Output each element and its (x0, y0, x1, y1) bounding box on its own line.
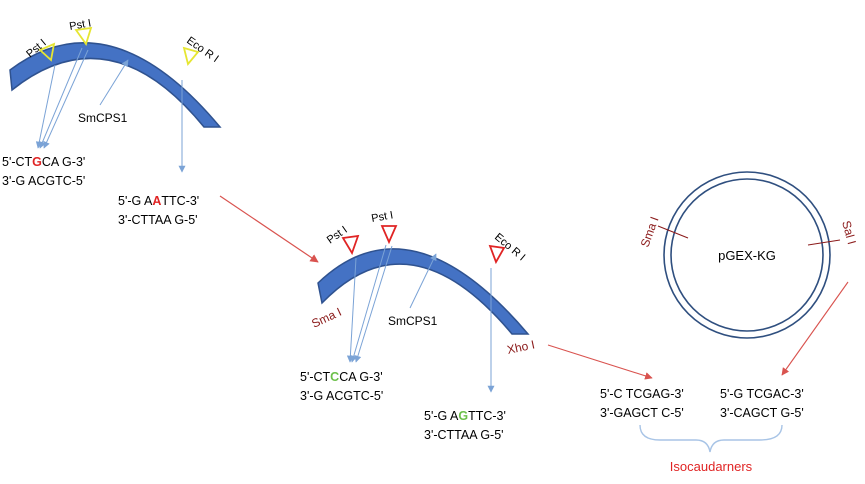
sali-tick (807, 239, 841, 246)
pst1-marker-a (38, 42, 56, 62)
arrow-gene (99, 59, 129, 106)
eco-end-top: 5'-G AATTC-3' (118, 194, 199, 208)
arrow-pst-b (43, 49, 89, 149)
fragment-1: Pst I Pst I Eco R I SmCPS1 5'-CTGCA G-3'… (2, 17, 222, 227)
pst-end-top: 5'-CTGCA G-3' (2, 155, 85, 169)
plasmid-ring-outer (663, 171, 831, 339)
site-label-pst1-b: Pst I (370, 209, 394, 225)
fragment-2: Pst I Pst I Eco R I Sma I Xho I SmCPS1 5… (300, 209, 536, 442)
pst-end-top: 5'-CTCCA G-3' (300, 370, 383, 384)
sal-end-bottom: 3'-CAGCT G-5' (720, 406, 804, 420)
arrow-gene (409, 253, 437, 309)
ecori-marker (488, 244, 506, 265)
pst1-marker-b (380, 225, 398, 245)
eco-end-top: 5'-G AGTTC-3' (424, 409, 506, 423)
arrow-pst-b (354, 245, 393, 363)
isocaudarners-brace (639, 424, 783, 453)
arrow-pst-c (350, 244, 387, 363)
eco-end-bottom: 3'-CTTAA G-5' (424, 428, 504, 442)
arrow-sali (781, 281, 849, 376)
sal-end-top: 5'-G TCGAC-3' (720, 387, 804, 401)
site-label-smai: Sma I (309, 305, 343, 331)
arrow-pst-a (35, 64, 56, 149)
plasmid-name: pGEX-KG (718, 248, 776, 263)
pst-end-bottom: 3'-G ACGTC-5' (300, 389, 383, 403)
isocaudarners-label: Isocaudarners (670, 459, 753, 474)
gene-label: SmCPS1 (78, 111, 128, 125)
arrow-xhoi (547, 344, 653, 380)
arrow-pst-a (346, 257, 357, 363)
site-label-sali: Sal I (839, 219, 859, 246)
pst1-marker-b (74, 26, 93, 46)
pst-end-bottom: 3'-G ACGTC-5' (2, 174, 85, 188)
fragment-2-arc (317, 248, 530, 335)
plasmid-ring-inner (670, 178, 824, 332)
xho-end-top: 5'-C TCGAG-3' (600, 387, 684, 401)
fragment-1-arc (9, 42, 222, 128)
site-label-smai: Sma I (638, 215, 662, 249)
site-label-pst1-b: Pst I (68, 17, 92, 33)
site-label-xhoi: Xho I (506, 337, 536, 357)
xho-end-bottom: 3'-GAGCT C-5' (600, 406, 684, 420)
arrow-pst-c (39, 47, 83, 149)
eco-end-bottom: 3'-CTTAA G-5' (118, 213, 198, 227)
pst1-marker-a (341, 234, 360, 256)
smai-tick (657, 225, 689, 239)
gene-label: SmCPS1 (388, 314, 438, 328)
ecori-marker (182, 46, 200, 66)
arrow-mutation (219, 195, 319, 263)
